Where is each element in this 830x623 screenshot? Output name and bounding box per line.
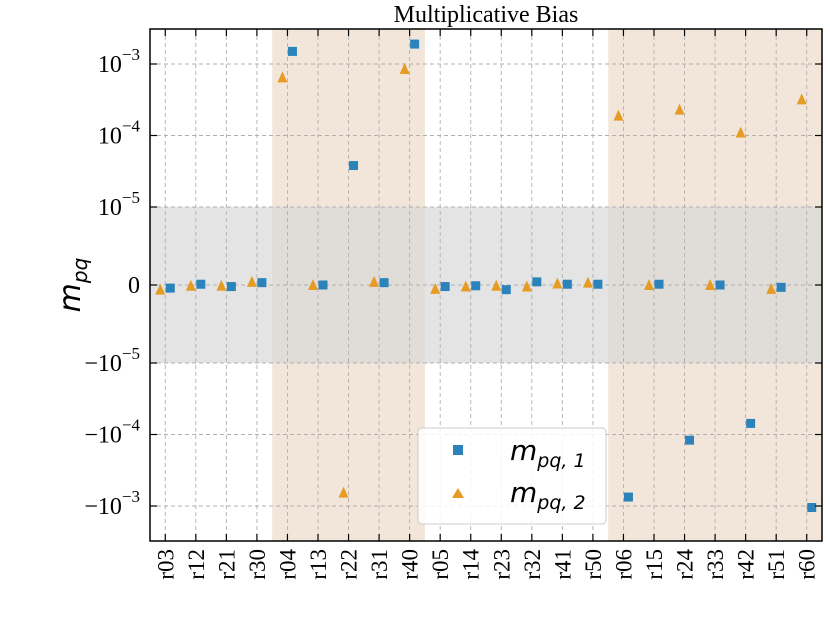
- legend: mpq, 1 mpq, 2: [417, 427, 607, 525]
- x-tick-label-r60: r60: [795, 549, 820, 580]
- point-m_pq,1-r51: [776, 282, 786, 292]
- point-m_pq,2-r13: [308, 279, 318, 290]
- x-tick-label-r33: r33: [703, 549, 728, 580]
- point-m_pq,2-r15: [644, 279, 654, 290]
- point-m_pq,1-r06: [623, 492, 633, 502]
- point-m_pq,1-r30: [257, 278, 267, 288]
- point-m_pq,2-r14: [460, 280, 471, 292]
- legend-label-series-2: mpq, 2: [510, 476, 586, 514]
- point-m_pq,1-r14: [471, 281, 481, 291]
- x-tick-label-r05: r05: [428, 549, 453, 580]
- x-tick-label-r50: r50: [581, 549, 606, 580]
- point-m_pq,2-r23: [491, 279, 502, 291]
- x-tick-label-r24: r24: [673, 549, 698, 580]
- x-tick-label-r31: r31: [367, 549, 392, 580]
- point-m_pq,2-r05: [430, 282, 441, 294]
- x-tick-label-r30: r30: [245, 549, 270, 580]
- point-m_pq,1-r04: [287, 46, 297, 56]
- point-m_pq,1-r13: [318, 280, 328, 290]
- point-m_pq,1-r22: [349, 161, 359, 171]
- point-m_pq,2-r32: [521, 280, 532, 292]
- y-tick-labels: 10−3 10−4 10−5 0 −10−5 −10−4 −10−3: [84, 45, 140, 520]
- point-m_pq,2-r42: [735, 126, 746, 138]
- point-m_pq,1-r42: [746, 418, 756, 428]
- axis-ticks: [150, 29, 822, 541]
- point-m_pq,1-r41: [562, 279, 572, 289]
- point-m_pq,2-r30: [246, 275, 257, 287]
- x-tick-label-r41: r41: [550, 549, 575, 580]
- point-m_pq,2-r22: [338, 486, 349, 498]
- legend-marker-square-icon: [453, 445, 463, 455]
- point-m_pq,2-r33: [705, 279, 716, 290]
- y-tick-label: −10−3: [84, 487, 140, 520]
- x-tick-label-r14: r14: [459, 549, 484, 580]
- x-tick-label-r15: r15: [642, 549, 667, 580]
- point-m_pq,1-r50: [593, 279, 603, 289]
- y-tick-label: 10−3: [98, 45, 140, 78]
- x-tick-label-r04: r04: [275, 549, 300, 580]
- y-axis-label-sub: pq: [68, 258, 92, 284]
- point-m_pq,2-r12: [185, 279, 196, 291]
- x-tick-label-r23: r23: [489, 549, 514, 580]
- legend-label-1-sub: pq, 1: [536, 450, 585, 472]
- point-m_pq,1-r24: [685, 435, 695, 445]
- legend-label-2-base: m: [510, 476, 537, 509]
- point-m_pq,1-r15: [654, 279, 664, 289]
- point-m_pq,1-r33: [715, 280, 725, 290]
- x-tick-label-r21: r21: [214, 549, 239, 580]
- y-tick-label: 10−4: [98, 117, 141, 150]
- legend-box: [417, 427, 607, 525]
- point-m_pq,2-r40: [399, 63, 410, 75]
- point-m_pq,1-r05: [440, 282, 450, 292]
- grid-lines: [150, 29, 822, 541]
- point-m_pq,1-r12: [196, 279, 206, 289]
- y-tick-label: 0: [128, 273, 140, 299]
- point-m_pq,1-r03: [165, 283, 175, 293]
- point-m_pq,1-r32: [532, 277, 542, 287]
- point-m_pq,1-r31: [379, 278, 389, 288]
- point-m_pq,2-r24: [674, 103, 685, 115]
- x-tick-label-r42: r42: [734, 549, 759, 580]
- y-axis-label-base: m: [53, 283, 88, 312]
- point-m_pq,2-r51: [766, 282, 777, 294]
- x-tick-label-r51: r51: [764, 549, 789, 580]
- x-tick-labels: r03 r12 r21 r30 r04 r13 r22 r31 r40 r05 r14 r23 r32 r…: [153, 549, 819, 580]
- point-m_pq,2-r60: [796, 93, 807, 105]
- point-m_pq,2-r04: [277, 71, 288, 83]
- x-tick-label-r12: r12: [184, 549, 209, 580]
- y-tick-label: −10−5: [84, 344, 140, 377]
- y-tick-label: −10−4: [84, 416, 140, 449]
- x-tick-label-r13: r13: [306, 549, 331, 580]
- y-tick-label: 10−5: [98, 188, 140, 221]
- point-m_pq,1-r60: [807, 503, 817, 513]
- point-m_pq,1-r21: [226, 282, 236, 292]
- point-m_pq,2-r21: [216, 279, 227, 291]
- chart-title: Multiplicative Bias: [394, 2, 579, 28]
- legend-marker-triangle-icon: [452, 488, 464, 498]
- point-m_pq,2-r03: [155, 283, 166, 295]
- x-tick-label-r03: r03: [153, 549, 178, 580]
- point-m_pq,1-r23: [501, 285, 511, 295]
- point-m_pq,2-r06: [613, 109, 624, 121]
- x-tick-label-r22: r22: [337, 549, 362, 580]
- point-m_pq,2-r50: [582, 276, 593, 288]
- point-m_pq,2-r31: [369, 275, 380, 287]
- y-axis-label: mpq: [53, 258, 92, 313]
- x-tick-label-r06: r06: [611, 549, 636, 580]
- legend-label-2-sub: pq, 2: [536, 492, 585, 514]
- data-points: [155, 39, 817, 513]
- x-tick-label-r40: r40: [398, 549, 423, 580]
- x-tick-label-r32: r32: [520, 549, 545, 580]
- legend-label-series-1: mpq, 1: [510, 434, 586, 472]
- point-m_pq,1-r40: [410, 39, 420, 49]
- point-m_pq,2-r41: [552, 277, 563, 289]
- legend-label-1-base: m: [510, 434, 537, 467]
